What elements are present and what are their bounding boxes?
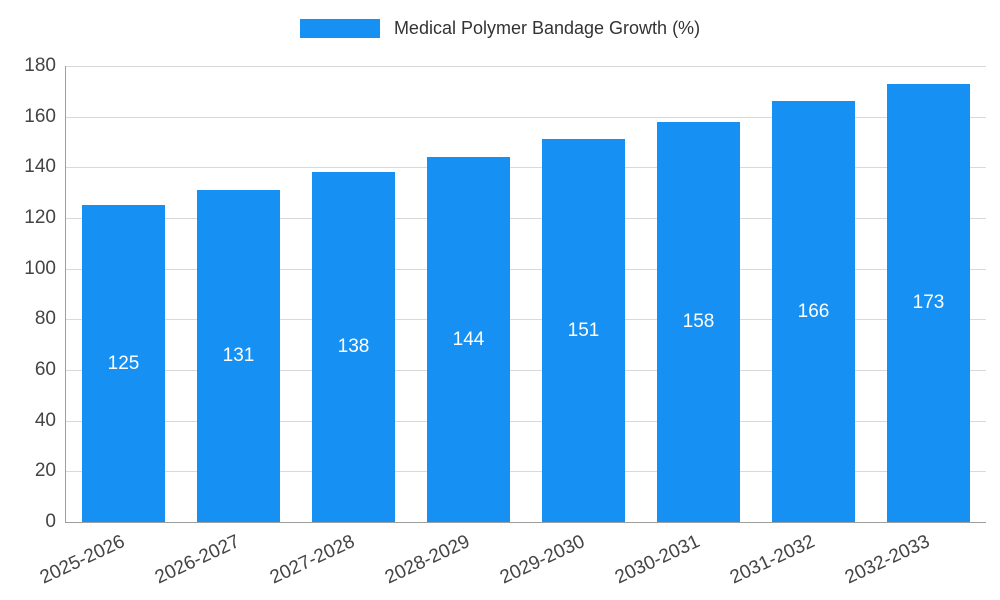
chart-title: Medical Polymer Bandage Growth (%) <box>393 18 701 38</box>
bar-value-label: 166 <box>797 300 830 322</box>
bar-2032-2033: 173 <box>887 83 970 522</box>
x-axis-tick-label: 2032-2033 <box>841 531 933 589</box>
bar-value-label: 138 <box>337 336 370 358</box>
y-axis-tick-label: 20 <box>34 460 56 482</box>
bar-2031-2032: 166 <box>772 101 855 522</box>
y-axis-tick-label: 60 <box>34 359 56 380</box>
x-axis-tick-label: 2026-2027 <box>151 531 243 589</box>
gridline <box>66 370 986 371</box>
y-axis-tick-label: 0 <box>45 511 56 532</box>
x-axis-tick-label: 2025-2026 <box>36 531 128 589</box>
bar-2028-2029: 144 <box>427 157 510 522</box>
gridline <box>66 66 986 67</box>
y-axis-tick-label: 120 <box>24 207 56 228</box>
x-axis-tick-label: 2027-2028 <box>266 531 358 589</box>
y-axis-tick-label: 180 <box>24 55 56 76</box>
gridline <box>66 420 986 422</box>
chart-legend: Medical Polymer Bandage Growth (%) <box>0 18 1000 39</box>
y-axis-tick-label: 140 <box>24 156 56 178</box>
bar-2027-2028: 138 <box>312 172 395 522</box>
legend-swatch <box>299 19 380 38</box>
bar-value-label: 158 <box>682 310 715 332</box>
bar-2025-2026: 125 <box>82 205 165 522</box>
bar-value-label: 173 <box>912 291 945 313</box>
bar-value-label: 151 <box>567 319 600 341</box>
y-axis-tick-label: 40 <box>34 409 56 431</box>
gridline <box>66 167 986 169</box>
y-axis-tick-label: 160 <box>24 105 56 127</box>
gridline <box>66 268 986 270</box>
x-axis-tick-label: 2030-2031 <box>611 531 703 589</box>
y-axis-tick-label: 80 <box>34 308 56 330</box>
bar-value-label: 131 <box>222 345 255 367</box>
gridline <box>66 218 986 219</box>
gridline <box>66 116 986 118</box>
bar-2030-2031: 158 <box>657 121 740 522</box>
x-axis-tick-label: 2029-2030 <box>496 531 588 589</box>
x-axis-tick-label: 2028-2029 <box>381 531 473 589</box>
gridline <box>66 471 986 473</box>
y-axis-tick-label: 100 <box>24 257 56 279</box>
bar-2029-2030: 151 <box>542 139 625 522</box>
x-axis-tick-label: 2031-2032 <box>726 531 818 589</box>
bar-2026-2027: 131 <box>197 190 280 522</box>
bar-value-label: 144 <box>452 328 485 350</box>
gridline <box>66 319 986 321</box>
plot-area: 0 20 40 60 80 100 120 140 160 180 125 2025-2026 131 2… <box>24 55 986 588</box>
bar-value-label: 125 <box>107 352 140 374</box>
